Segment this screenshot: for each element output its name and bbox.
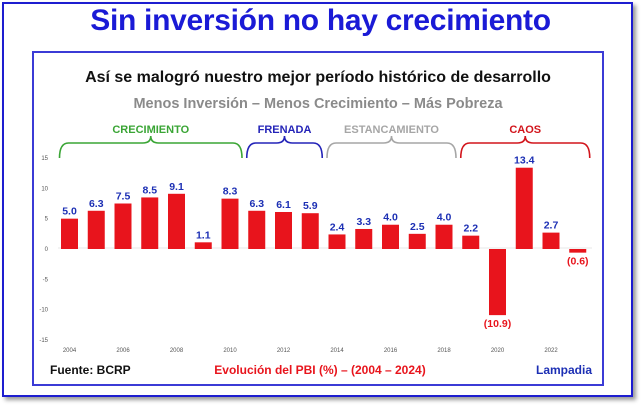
bar-2019 <box>462 235 480 249</box>
bar-2018 <box>435 224 453 249</box>
x-axis-title: Evolución del PBI (%) – (2004 – 2024) <box>214 363 425 377</box>
bar-2006 <box>114 203 132 249</box>
x-tick-label: 2018 <box>437 348 451 354</box>
data-label-2019: 2.2 <box>463 223 478 235</box>
data-label-2015: 3.3 <box>356 216 371 228</box>
x-tick-label: 2004 <box>63 348 77 354</box>
period-annotations: CRECIMIENTO FRENADA ESTANCAMIENTO CAOS <box>58 124 591 159</box>
bar-2008 <box>168 193 185 249</box>
data-label-2011: 6.3 <box>249 198 264 210</box>
data-label-2017: 2.5 <box>410 221 425 233</box>
data-label-2020: (10.9) <box>484 318 511 330</box>
bar-2004 <box>61 218 78 249</box>
bar-2005 <box>87 210 105 249</box>
x-tick-label: 2006 <box>116 348 130 354</box>
data-label-2004: 5.0 <box>62 206 77 218</box>
data-label-2009: 1.1 <box>196 229 211 241</box>
bar-2021 <box>515 167 533 249</box>
x-tick-label: 2010 <box>223 348 237 354</box>
bar-2009 <box>194 242 212 249</box>
bar-2015 <box>355 228 373 249</box>
period-bracket <box>58 135 243 159</box>
period-bracket <box>326 135 457 159</box>
bar-2014 <box>328 234 346 249</box>
data-label-2012: 6.1 <box>276 199 291 211</box>
data-label-2021: 13.4 <box>514 155 535 167</box>
x-tick-label: 2014 <box>330 348 344 354</box>
bar-2011 <box>248 210 266 249</box>
period-label: ESTANCAMIENTO <box>344 124 439 136</box>
period-label: CRECIMIENTO <box>112 124 189 136</box>
source-note: Fuente: BCRP <box>50 363 131 377</box>
y-tick-label: 5 <box>45 217 49 223</box>
period-label: CAOS <box>509 124 541 136</box>
x-tick-label: 2016 <box>384 348 398 354</box>
chart-subtitle: Menos Inversión – Menos Crecimiento – Má… <box>133 96 503 112</box>
data-label-2007: 8.5 <box>142 184 157 196</box>
y-tick-label: -5 <box>43 277 49 283</box>
data-label-2006: 7.5 <box>116 191 131 203</box>
x-tick-label: 2020 <box>491 348 505 354</box>
period-bracket <box>245 135 324 159</box>
data-label-2013: 5.9 <box>303 200 318 212</box>
headline: Sin inversión no hay crecimiento <box>90 4 551 37</box>
data-label-2008: 9.1 <box>169 181 184 193</box>
y-tick-label: 10 <box>41 186 48 192</box>
y-tick-label: -15 <box>39 338 48 344</box>
data-label-2018: 4.0 <box>437 212 452 224</box>
bar-2007 <box>141 197 159 249</box>
x-axis: 2004 2006 2008 2010 2012 2014 2016 2018 2020 2022 <box>63 348 559 354</box>
data-label-2022: 2.7 <box>544 220 559 232</box>
x-tick-label: 2008 <box>170 348 184 354</box>
data-label-2005: 6.3 <box>89 198 104 210</box>
data-label-2014: 2.4 <box>330 221 345 233</box>
x-tick-label: 2022 <box>544 348 558 354</box>
bar-2022 <box>542 232 560 249</box>
bar-2016 <box>382 224 399 249</box>
bars: 5.0 6.3 7.5 8.5 9.1 1.1 8.3 6.3 6.1 5.9 2.4 3.3 4.0 2… <box>61 155 589 330</box>
data-label-2023: (0.6) <box>567 256 589 268</box>
bar-2013 <box>301 213 319 249</box>
data-label-2016: 4.0 <box>383 212 398 224</box>
period-bracket <box>459 135 591 159</box>
period-label: FRENADA <box>258 124 312 136</box>
y-tick-label: 0 <box>45 247 49 253</box>
y-axis: 15 10 5 0 -5 -10 -15 <box>39 156 48 344</box>
y-tick-label: -10 <box>39 308 48 314</box>
data-label-2010: 8.3 <box>223 186 238 198</box>
bar-2010 <box>221 198 239 249</box>
chart-title: Así se malogró nuestro mejor período his… <box>85 69 551 86</box>
bar-2023 <box>569 249 587 253</box>
bar-2012 <box>275 211 292 249</box>
x-tick-label: 2012 <box>277 348 291 354</box>
bar-2020 <box>489 249 506 316</box>
bar-2017 <box>408 233 426 249</box>
y-tick-label: 15 <box>41 156 48 162</box>
credit-logo: Lampadia <box>536 363 592 377</box>
